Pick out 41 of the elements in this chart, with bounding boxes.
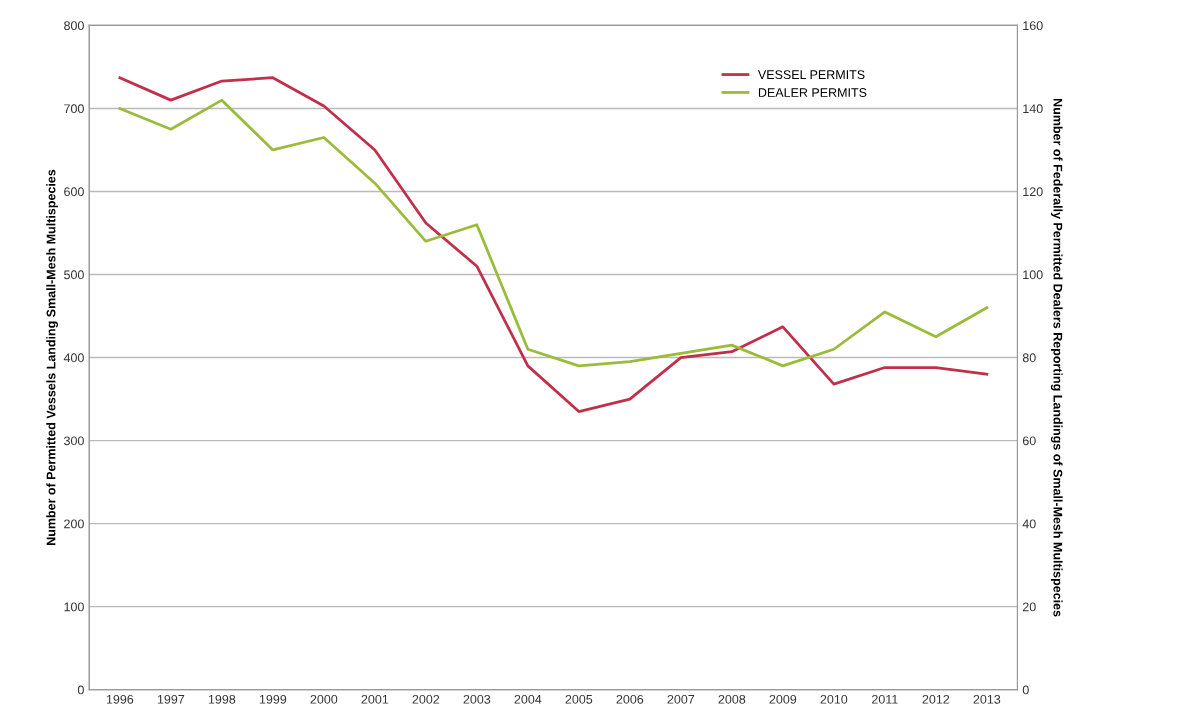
x-tick-label: 2003 (463, 694, 491, 704)
y2-tick-label: 100 (1023, 270, 1043, 280)
y-tick-label: 800 (64, 21, 84, 31)
x-tick-label: 1996 (106, 694, 134, 704)
y-tick-label: 200 (64, 519, 84, 529)
x-tick-label: 2008 (718, 694, 746, 704)
y2-tick-label: 140 (1023, 104, 1043, 114)
x-tick-label: 1997 (157, 694, 185, 704)
y-tick-label: 700 (64, 104, 84, 114)
x-tick-label: 2012 (922, 694, 950, 704)
y-tick-label: 500 (64, 270, 84, 280)
y2-tick-label: 120 (1023, 187, 1043, 197)
line-series (118, 98, 989, 368)
x-tick-label: 2002 (412, 694, 440, 704)
x-tick-label: 2013 (973, 694, 1001, 704)
y2-tick-label: 40 (1022, 519, 1036, 529)
y2-tick-label: 80 (1022, 353, 1036, 363)
y2-tick-label: 0 (1022, 685, 1029, 695)
y2-tick-label: 60 (1022, 436, 1036, 446)
x-tick-label: 2005 (565, 694, 593, 704)
x-tick-label: 2011 (872, 694, 898, 704)
y-tick-label: 300 (64, 436, 84, 446)
x-tick-label: 2010 (820, 694, 848, 704)
y-tick-label: 400 (63, 353, 84, 363)
x-tick-label: 2000 (310, 694, 338, 704)
y-tick-label: 0 (77, 685, 84, 695)
y-axis-title: Number of Permitted Vessels Landing Small-Mesh Multispecies (46, 169, 58, 545)
x-tick-label: 2001 (361, 694, 389, 704)
y-tick-label: 100 (64, 602, 84, 612)
y2-axis-title: Number of Federally Permitted Dealers Reporting Landings of Small-Mesh Multispecies (1050, 98, 1063, 617)
x-tick-label: 2004 (514, 694, 542, 704)
legend-label: VESSEL PERMITS (757, 70, 865, 80)
x-tick-label: 2009 (769, 694, 797, 704)
x-tick-label: 2007 (667, 694, 695, 704)
x-tick-label: 1999 (259, 694, 287, 704)
x-tick-label: 2006 (616, 694, 644, 704)
legend-label: DEALER PERMITS (758, 88, 867, 97)
y-tick-label: 600 (64, 187, 84, 197)
y2-tick-label: 160 (1023, 21, 1043, 31)
y2-tick-label: 20 (1022, 602, 1036, 612)
x-tick-label: 1998 (208, 694, 236, 704)
